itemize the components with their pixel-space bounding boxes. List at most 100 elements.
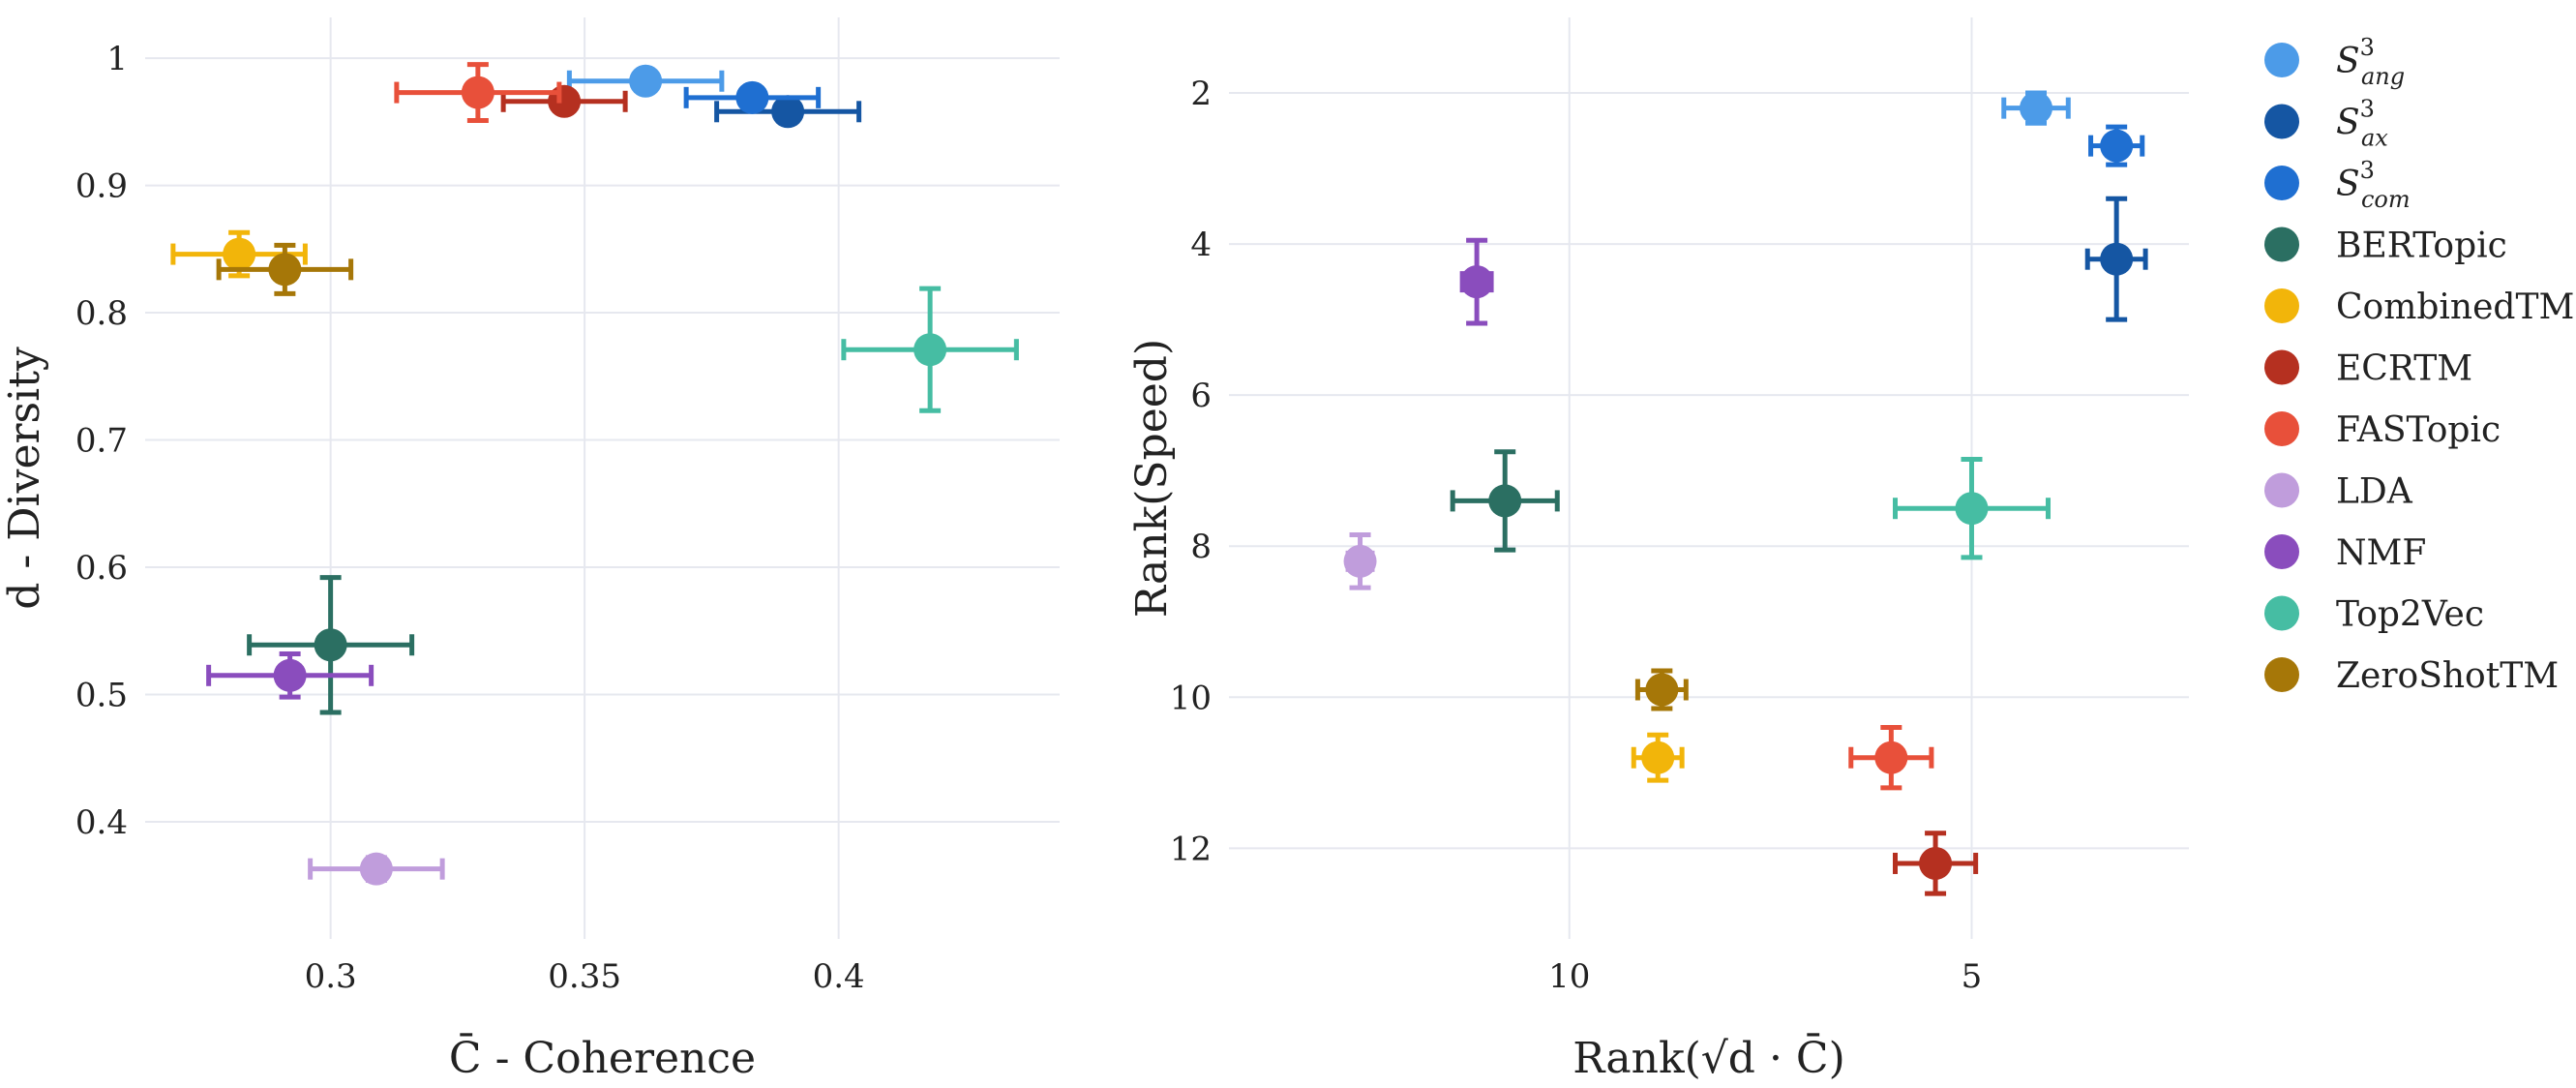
legend-marker: [2264, 349, 2299, 385]
legend-item-ecrtm: ECRTM: [2264, 349, 2472, 389]
point-marker: [914, 333, 947, 367]
point-marker: [2100, 242, 2134, 276]
point-marker: [735, 80, 769, 114]
point-marker: [771, 95, 805, 129]
y-tick-label: 1: [106, 40, 128, 78]
point-marker: [1955, 492, 1989, 526]
data-point-ecrtm: [1892, 831, 1979, 896]
legend-item-bertopic: BERTopic: [2264, 227, 2507, 266]
legend-item-top2vec: Top2Vec: [2264, 595, 2484, 635]
y-tick-label: 0.5: [75, 677, 128, 715]
point-marker: [629, 64, 663, 98]
x-axis-label: Rank(√d · C̄): [1573, 1032, 1845, 1083]
data-point-s-ax: [714, 95, 862, 129]
data-point-s-com: [683, 80, 822, 114]
data-point-nmf: [1459, 237, 1494, 326]
data-point-bertopic: [1450, 449, 1560, 553]
point-marker: [548, 84, 582, 118]
point-marker: [314, 628, 347, 662]
legend-label: FASTopic: [2336, 410, 2501, 450]
y-tick-label: 10: [1170, 679, 1212, 717]
data-point-zeroshottm: [1634, 668, 1689, 711]
x-tick-label: 0.4: [813, 957, 865, 996]
legend-item-nmf: NMF: [2264, 533, 2426, 573]
legend-label: Top2Vec: [2336, 595, 2484, 635]
legend-label: S3 ang: [2336, 34, 2405, 90]
point-marker: [2020, 91, 2053, 125]
point-marker: [1641, 740, 1675, 774]
y-tick-label: 0.9: [75, 167, 128, 206]
x-tick-label: 5: [1962, 957, 1983, 996]
legend-item-s-ang: S3 ang: [2264, 34, 2405, 90]
x-tick-label: 10: [1548, 957, 1590, 996]
legend-label: LDA: [2336, 472, 2413, 512]
legend-item-lda: LDA: [2264, 472, 2413, 512]
x-tick-label: 0.3: [305, 957, 357, 996]
point-marker: [223, 237, 256, 271]
y-axis-label: Rank(Speed): [1127, 339, 1177, 618]
legend-label: BERTopic: [2336, 227, 2507, 266]
y-tick-label: 12: [1170, 830, 1212, 868]
legend-marker: [2264, 595, 2299, 631]
legend-marker: [2264, 411, 2299, 446]
point-marker: [273, 658, 307, 692]
legend-marker: [2264, 657, 2299, 692]
data-point-lda: [308, 852, 445, 886]
point-marker: [1874, 740, 1908, 774]
coherence-diversity-plot: 0.4 0.5 0.6 0.7 0.8 0.9 1 0.3 0.35 0.4 C̄ - Cohere…: [0, 17, 1060, 1083]
y-tick-label: 0.7: [75, 422, 128, 461]
legend-item-s-com: S3 com: [2264, 157, 2411, 213]
point-marker: [1343, 544, 1377, 578]
legend-item-fastopic: FASTopic: [2264, 410, 2501, 450]
legend-label: ZeroShotTM: [2336, 656, 2559, 696]
data-point-bertopic: [247, 575, 415, 715]
point-marker: [1645, 673, 1679, 707]
data-point-combinedtm: [1631, 732, 1685, 783]
x-tick-label: 0.35: [548, 957, 621, 996]
legend-label: S3 ax: [2336, 96, 2388, 152]
y-axis-label: d - Diversity: [0, 347, 49, 610]
legend-marker: [2264, 288, 2299, 323]
legend-marker: [2264, 534, 2299, 569]
legend-label: NMF: [2336, 533, 2426, 573]
legend-item-s-ax: S3 ax: [2264, 96, 2388, 152]
data-point-nmf: [206, 650, 374, 700]
legend-label: CombinedTM: [2336, 287, 2574, 327]
point-marker: [1460, 265, 1494, 299]
point-marker: [1488, 484, 1522, 518]
point-marker: [268, 253, 302, 287]
point-marker: [461, 76, 494, 109]
data-point-top2vec: [1892, 456, 2051, 560]
y-tick-label: 2: [1190, 75, 1212, 113]
point-marker: [1919, 846, 1953, 880]
data-point-fastopic: [1848, 725, 1934, 791]
data-point-ecrtm: [500, 84, 628, 118]
y-tick-label: 0.4: [75, 803, 128, 842]
legend-marker: [2264, 472, 2299, 508]
legend-marker: [2264, 227, 2299, 262]
data-point-lda: [1343, 532, 1377, 590]
rank-speed-plot: 2 4 6 8 10 12 10 5 Rank(√d · C̄) Rank(Speed): [1127, 17, 2189, 1083]
data-point-s-ang: [566, 64, 725, 98]
data-point-s-com: [2088, 124, 2145, 167]
data-point-top2vec: [841, 286, 1019, 413]
legend-item-zeroshottm: ZeroShotTM: [2264, 656, 2559, 696]
legend-item-combinedtm: CombinedTM: [2264, 287, 2574, 327]
data-point-zeroshottm: [216, 242, 354, 296]
x-axis-label: C̄ - Coherence: [449, 1032, 756, 1083]
legend-marker: [2264, 43, 2299, 77]
y-tick-label: 0.8: [75, 294, 128, 333]
data-point-s-ax: [2084, 196, 2148, 322]
y-tick-label: 8: [1190, 528, 1212, 566]
y-tick-label: 6: [1190, 377, 1212, 415]
point-marker: [359, 852, 393, 886]
legend-marker: [2264, 166, 2299, 200]
legend-label: ECRTM: [2336, 349, 2472, 389]
y-tick-label: 4: [1190, 226, 1212, 264]
data-point-s-ang: [2001, 90, 2071, 126]
y-tick-label: 0.6: [75, 549, 128, 588]
legend-label: S3 com: [2336, 157, 2411, 213]
data-point-fastopic: [394, 62, 562, 124]
